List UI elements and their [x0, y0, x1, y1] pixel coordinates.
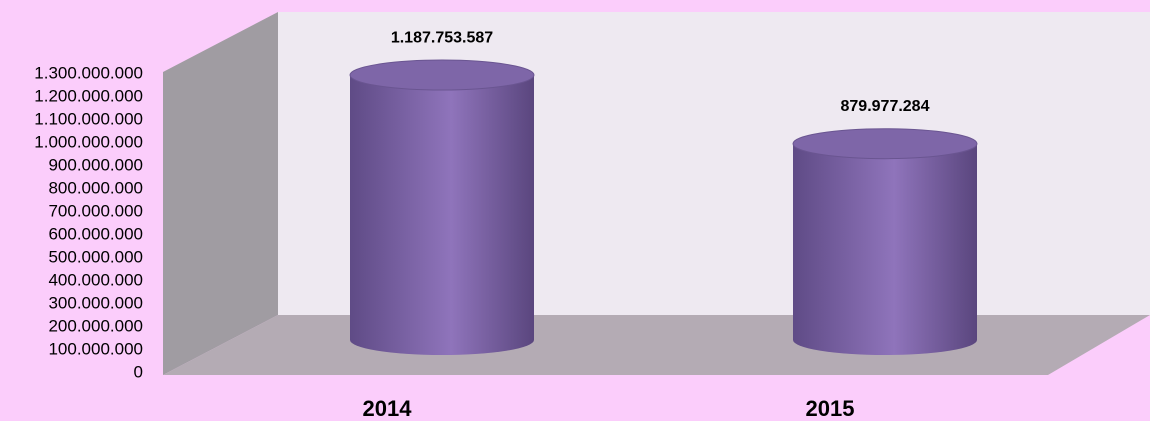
- cylinder-top: [792, 128, 978, 160]
- y-tick-label: 0: [134, 362, 143, 381]
- y-tick-label: 1.000.000.000: [34, 132, 143, 151]
- floor: [163, 315, 1150, 375]
- y-tick-label: 200.000.000: [48, 316, 143, 335]
- cylinder-body: [793, 143, 977, 355]
- y-tick-label: 1.200.000.000: [34, 86, 143, 105]
- cylinder-body: [350, 75, 534, 355]
- bar: [792, 128, 978, 355]
- y-tick-label: 800.000.000: [48, 178, 143, 197]
- cylinder-top: [349, 59, 535, 91]
- y-tick-label: 500.000.000: [48, 247, 143, 266]
- y-tick-label: 1.300.000.000: [34, 63, 143, 82]
- x-tick-label: 2015: [806, 396, 855, 421]
- value-label: 1.187.753.587: [391, 29, 493, 46]
- y-tick-label: 400.000.000: [48, 270, 143, 289]
- y-tick-label: 100.000.000: [48, 339, 143, 358]
- y-tick-label: 700.000.000: [48, 201, 143, 220]
- bar: [349, 59, 535, 355]
- y-tick-label: 600.000.000: [48, 224, 143, 243]
- value-label: 879.977.284: [841, 98, 930, 115]
- y-tick-label: 1.100.000.000: [34, 109, 143, 128]
- side-wall: [163, 12, 278, 375]
- y-tick-label: 300.000.000: [48, 293, 143, 312]
- x-tick-label: 2014: [363, 396, 413, 421]
- y-tick-label: 900.000.000: [48, 155, 143, 174]
